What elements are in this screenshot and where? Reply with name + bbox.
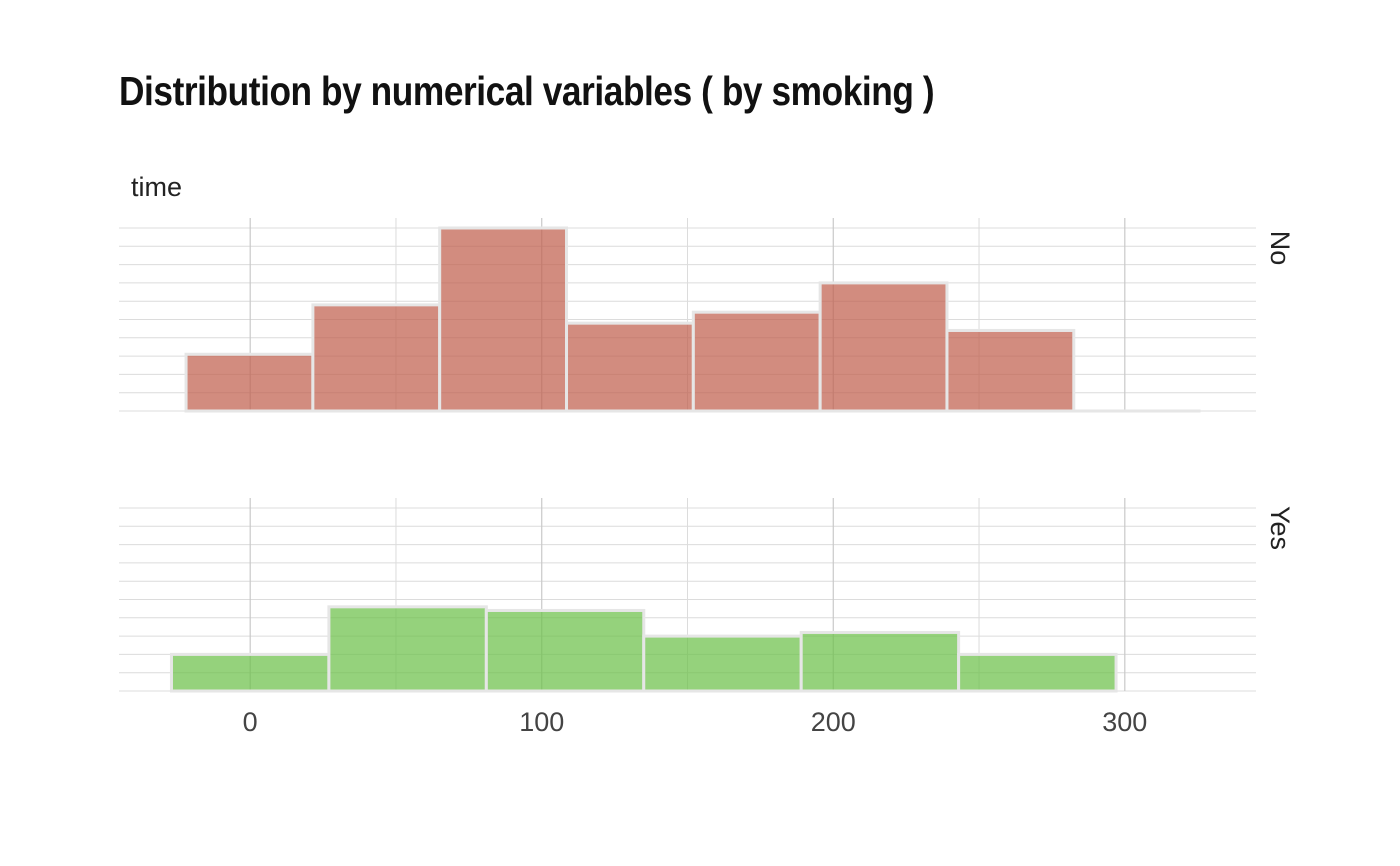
histogram-bar [311,303,442,413]
histogram-bar [169,652,331,693]
histogram-bar [327,605,488,693]
variable-label: time [131,172,182,202]
histogram-bar [818,281,949,413]
facet-panel-yes: Yes [119,498,1295,693]
strip-label-no: No [1265,231,1295,266]
x-tick-label: 0 [243,707,258,737]
histogram-bar [799,630,961,693]
x-axis: 0 100 200 300 [243,707,1148,737]
histogram-bar [945,328,1076,413]
x-tick-label: 300 [1102,707,1147,737]
histogram-bar [438,226,569,413]
x-tick-label: 100 [519,707,564,737]
x-tick-label: 200 [811,707,856,737]
histogram-bar [957,652,1118,693]
facet-panels: No Yes [119,218,1295,693]
histogram-bar [484,608,646,693]
histogram-bar [184,352,315,413]
histogram-bar [565,321,695,413]
strip-label-yes: Yes [1265,506,1295,550]
histogram-bar [691,310,822,413]
histogram-bar [642,634,803,693]
facet-panel-no: No [119,218,1295,413]
chart-title: Distribution by numerical variables ( by… [119,68,935,114]
